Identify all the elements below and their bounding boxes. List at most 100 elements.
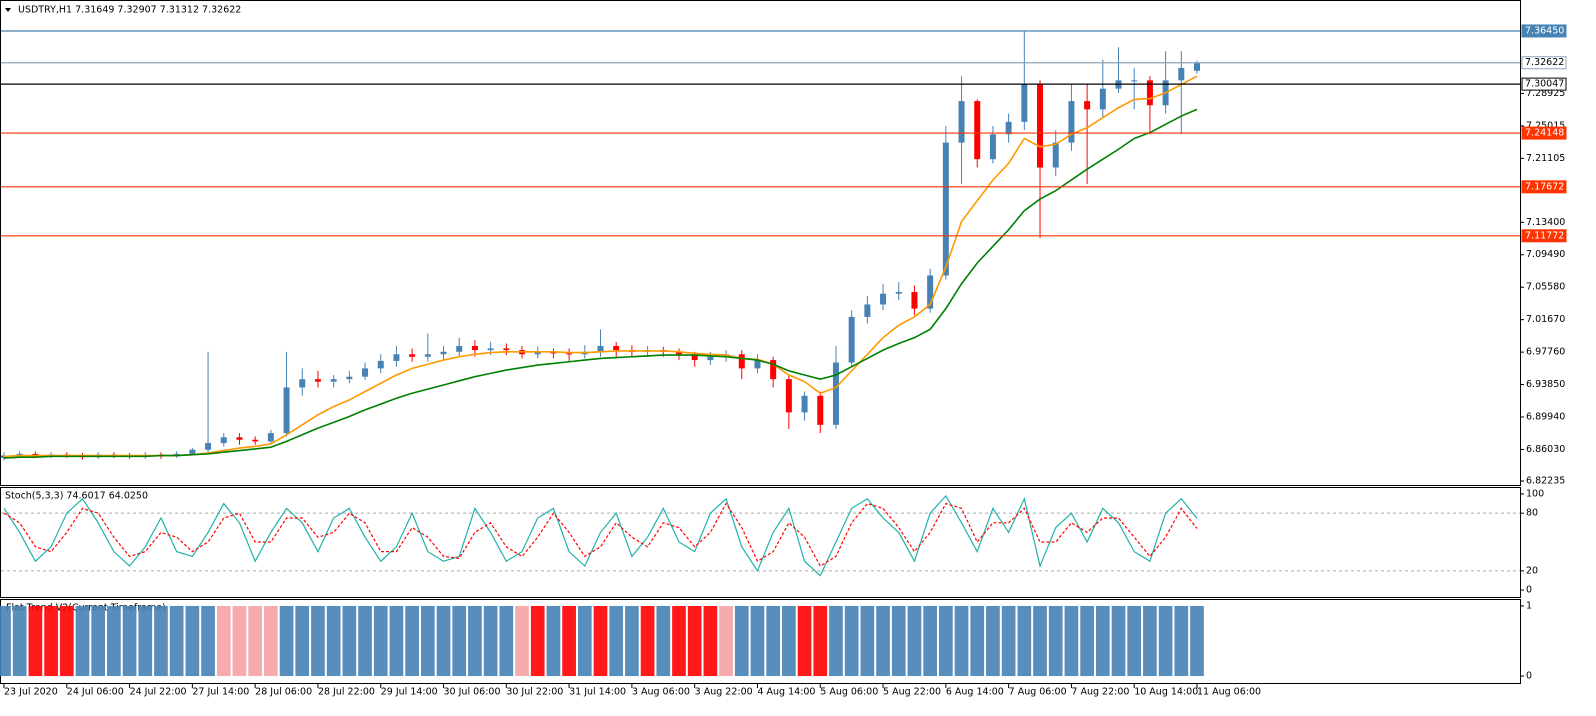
x-tick-label: 7 Aug 22:00 [1071, 687, 1129, 698]
y-tick-label: 6.86030 [1526, 444, 1565, 455]
trend-bar [719, 605, 733, 677]
trend-bar [342, 605, 357, 677]
candle-body [691, 354, 698, 361]
trend-bar [1033, 605, 1047, 677]
price-level-box [1521, 24, 1567, 38]
moving-average [3, 108, 1198, 459]
y-tick-label: 6.93850 [1526, 379, 1565, 390]
trend-bar [546, 605, 561, 677]
trend-bar [452, 605, 467, 677]
trend-bar [1064, 605, 1079, 677]
candle-body [911, 292, 918, 309]
trend-bar [420, 605, 435, 677]
x-tick-label: 3 Aug 06:00 [632, 687, 690, 698]
candle-body [613, 345, 620, 351]
y-tick-label: 7.21105 [1526, 153, 1565, 164]
candle-body [974, 101, 981, 160]
y-tick-label: 7.09490 [1526, 249, 1565, 260]
trend-bar [907, 605, 922, 677]
y-tick-label: 0 [1526, 671, 1532, 682]
x-tick-label: 7 Aug 06:00 [1009, 687, 1067, 698]
x-tick-label: 3 Aug 22:00 [695, 687, 753, 698]
trend-bar [970, 605, 985, 677]
candle-body [1021, 84, 1028, 122]
trend-bar [91, 605, 106, 677]
y-tick-label: 6.89940 [1526, 412, 1565, 423]
trend-bar [923, 605, 937, 677]
candle-body [989, 134, 996, 160]
trend-bar [483, 605, 498, 677]
candle-body [424, 354, 431, 357]
trend-bar [295, 605, 310, 677]
candle-body [550, 351, 557, 354]
candle-body [1068, 101, 1075, 143]
candle-body [456, 345, 463, 352]
trend-bar [138, 605, 153, 677]
candle-body [785, 379, 792, 413]
candle-body [267, 433, 274, 442]
trend-bar [1048, 605, 1063, 677]
candle-body [299, 379, 306, 388]
candle-body [377, 360, 384, 369]
candle-body [770, 360, 777, 380]
price-level-label: 7.17672 [1525, 181, 1564, 192]
candle-body [534, 351, 541, 355]
trend-bar [59, 605, 74, 677]
trend-bar [169, 605, 184, 677]
y-tick-label: 100 [1526, 488, 1544, 499]
trend-bar [1158, 605, 1173, 677]
candle-body [566, 353, 573, 355]
trend-bar [844, 605, 859, 677]
y-tick-label: 7.01670 [1526, 314, 1565, 325]
candle-body [393, 354, 400, 361]
trend-bar [154, 605, 168, 677]
trend-bar [891, 605, 906, 677]
x-tick-label: 11 Aug 06:00 [1197, 687, 1261, 698]
trend-bar [562, 605, 576, 677]
candle-body [487, 348, 494, 351]
main-panel [0, 0, 1521, 486]
price-level-box [1521, 229, 1567, 243]
y-tick-label: 20 [1526, 565, 1538, 576]
x-tick-label: 23 Jul 2020 [4, 687, 58, 698]
y-tick-label: 6.97760 [1526, 347, 1565, 358]
candle-body [754, 360, 761, 369]
candle-body [958, 101, 965, 143]
trend-bar [1080, 605, 1094, 677]
trend-bar [44, 605, 58, 677]
trend-bar [326, 605, 341, 677]
trend-bar [1001, 605, 1016, 677]
candle-body [707, 356, 714, 361]
y-tick-label: 6.82235 [1526, 475, 1565, 486]
candle-body [330, 379, 337, 382]
price-level-label: 7.32622 [1525, 57, 1564, 68]
candle-body [864, 304, 871, 317]
trend-bar [436, 605, 451, 677]
candle-body [1131, 80, 1138, 82]
trend-bar [703, 605, 718, 677]
x-tick-label: 29 Jul 14:00 [381, 687, 438, 698]
candle-body [1005, 121, 1012, 135]
trend-bar [107, 605, 121, 677]
candle-body [205, 443, 212, 450]
candle-body [1052, 142, 1059, 168]
trend-bar [656, 605, 671, 677]
candle-body [1099, 88, 1106, 110]
stoch-title: Stoch(5,3,3) 74.6017 64.0250 [5, 491, 148, 502]
x-tick-label: 28 Jul 06:00 [255, 687, 312, 698]
candle-body [252, 439, 259, 442]
y-tick-label: 7.28925 [1526, 88, 1565, 99]
trend-bar [938, 605, 953, 677]
trend-bar [468, 605, 482, 677]
trend-bar [12, 605, 27, 677]
x-tick-label: 5 Aug 06:00 [820, 687, 878, 698]
trend-bar [640, 605, 655, 677]
trend-bar [766, 605, 781, 677]
trend-bar [389, 605, 404, 677]
trend-bar [750, 605, 765, 677]
menu-triangle[interactable] [5, 8, 11, 12]
trend-bar [75, 605, 90, 677]
candle-body [346, 376, 353, 380]
trend-bar [687, 605, 702, 677]
